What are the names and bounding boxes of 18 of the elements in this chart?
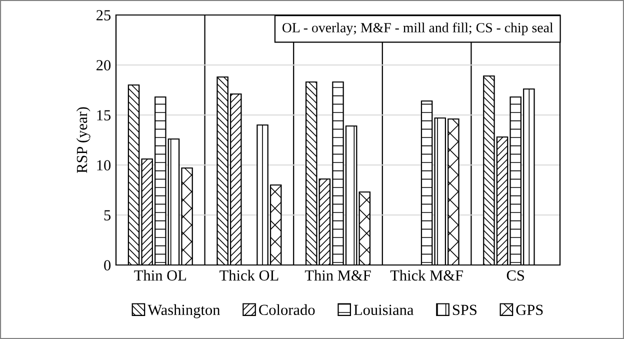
y-tick-label: 15 (97, 110, 111, 120)
x-tick-label: CS (506, 270, 524, 281)
y-tick-label: 20 (96, 60, 111, 70)
y-tick-label: 5 (104, 210, 111, 220)
y-axis-title: RSP (year) (76, 107, 90, 174)
x-tick-label: Thick M&F (390, 270, 463, 281)
y-tick-label: 25 (96, 10, 111, 20)
x-tick-label: Thick OL (220, 270, 278, 281)
x-tick-label: Thin M&F (304, 270, 371, 281)
legend-label: GPS (516, 304, 543, 316)
y-tick-label: 0 (104, 260, 111, 270)
annotation: OL - overlay; M&F - mill and fill; CS - chip seal (282, 22, 554, 36)
legend-label: SPS (452, 304, 476, 316)
legend-label: Colorado (259, 304, 315, 316)
legend-label: Washington (148, 304, 220, 318)
y-tick-label: 10 (97, 160, 111, 170)
legend-label: Louisiana (354, 304, 414, 316)
x-tick-label: Thin OL (134, 270, 186, 281)
